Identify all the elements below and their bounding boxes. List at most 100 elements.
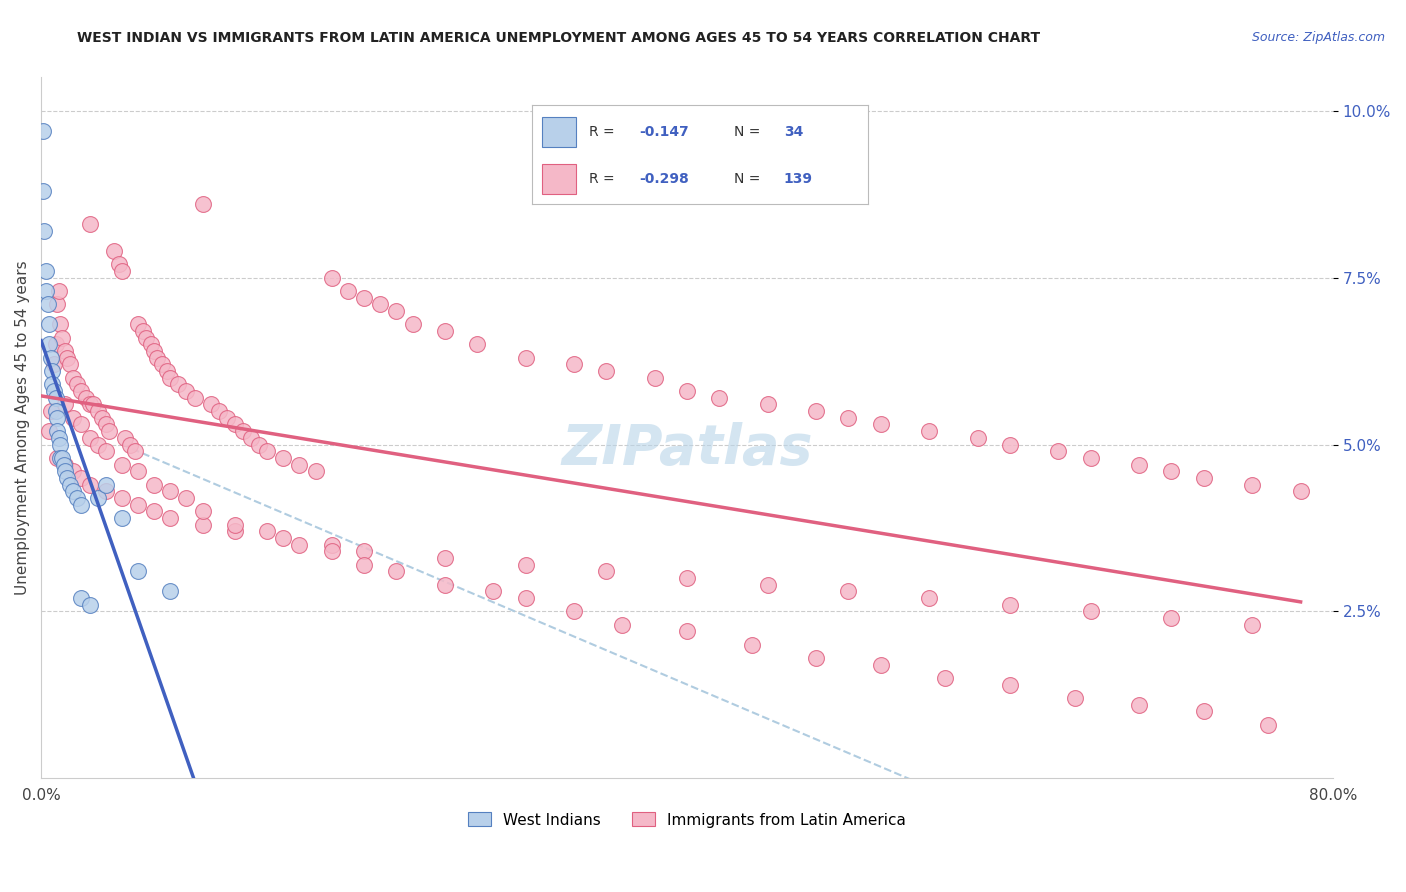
Point: [156, 364, 179, 378]
Point: [59, 358, 82, 372]
Point: [127, 318, 149, 332]
Point: [37, 297, 59, 311]
Point: [1160, 611, 1182, 625]
Point: [41, 364, 63, 378]
Point: [273, 450, 295, 465]
Point: [191, 517, 214, 532]
Point: [42, 384, 65, 398]
Point: [321, 544, 343, 558]
Point: [595, 564, 617, 578]
Point: [208, 404, 231, 418]
Point: [321, 270, 343, 285]
Point: [256, 444, 278, 458]
Point: [45, 404, 67, 418]
Point: [918, 591, 941, 605]
Point: [127, 564, 149, 578]
Point: [42, 358, 65, 372]
Point: [62, 484, 84, 499]
Point: [515, 351, 537, 365]
Point: [676, 384, 699, 398]
Point: [94, 417, 117, 432]
Point: [111, 264, 134, 278]
Text: ZIPatlas: ZIPatlas: [561, 422, 813, 475]
Point: [159, 484, 181, 499]
Point: [159, 584, 181, 599]
Point: [53, 464, 76, 478]
Point: [62, 464, 84, 478]
Point: [806, 651, 828, 665]
Point: [676, 624, 699, 639]
Point: [31, 124, 53, 138]
Point: [1128, 698, 1150, 712]
Point: [288, 538, 311, 552]
Point: [31, 184, 53, 198]
Point: [224, 524, 246, 539]
Point: [595, 364, 617, 378]
Point: [756, 577, 779, 591]
Point: [66, 491, 89, 505]
Point: [515, 591, 537, 605]
Point: [288, 458, 311, 472]
Point: [321, 538, 343, 552]
Point: [49, 450, 72, 465]
Point: [676, 571, 699, 585]
Point: [336, 284, 359, 298]
Point: [176, 491, 198, 505]
Point: [1241, 617, 1264, 632]
Point: [94, 477, 117, 491]
Point: [482, 584, 505, 599]
Point: [75, 391, 97, 405]
Point: [998, 437, 1021, 451]
Point: [94, 444, 117, 458]
Point: [70, 417, 93, 432]
Point: [38, 337, 60, 351]
Point: [247, 437, 270, 451]
Point: [79, 431, 101, 445]
Point: [191, 197, 214, 211]
Point: [353, 558, 375, 572]
Point: [143, 504, 166, 518]
Point: [86, 491, 108, 505]
Point: [82, 397, 104, 411]
Point: [869, 417, 891, 432]
Point: [709, 391, 731, 405]
Point: [401, 318, 423, 332]
Point: [837, 584, 859, 599]
Point: [806, 404, 828, 418]
Point: [1080, 450, 1102, 465]
Point: [107, 257, 129, 271]
Point: [159, 511, 181, 525]
Point: [200, 397, 222, 411]
Point: [66, 377, 89, 392]
Point: [176, 384, 198, 398]
Point: [139, 337, 162, 351]
Point: [143, 344, 166, 359]
Point: [38, 424, 60, 438]
Point: [167, 377, 190, 392]
Point: [46, 297, 69, 311]
Point: [45, 337, 67, 351]
Point: [70, 384, 93, 398]
Point: [39, 404, 62, 418]
Point: [111, 458, 134, 472]
Point: [46, 410, 69, 425]
Point: [70, 498, 93, 512]
Point: [86, 437, 108, 451]
Point: [183, 391, 205, 405]
Point: [1192, 471, 1215, 485]
Point: [143, 477, 166, 491]
Point: [612, 617, 634, 632]
Point: [62, 371, 84, 385]
Point: [1080, 604, 1102, 618]
Point: [53, 458, 76, 472]
Point: [433, 577, 456, 591]
Point: [353, 544, 375, 558]
Text: Source: ZipAtlas.com: Source: ZipAtlas.com: [1251, 31, 1385, 45]
Point: [433, 324, 456, 338]
Point: [273, 531, 295, 545]
Point: [46, 424, 69, 438]
Point: [465, 337, 488, 351]
Point: [1063, 691, 1085, 706]
Point: [48, 431, 70, 445]
Text: WEST INDIAN VS IMMIGRANTS FROM LATIN AMERICA UNEMPLOYMENT AMONG AGES 45 TO 54 YE: WEST INDIAN VS IMMIGRANTS FROM LATIN AME…: [77, 31, 1040, 45]
